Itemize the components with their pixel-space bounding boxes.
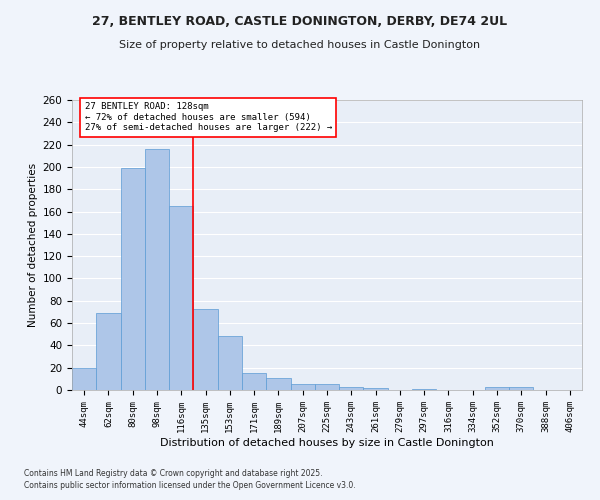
Bar (193, 308, 218, 390)
Bar (266, 378, 290, 390)
Bar (485, 386, 509, 390)
Bar (509, 386, 533, 390)
Text: 27, BENTLEY ROAD, CASTLE DONINGTON, DERBY, DE74 2UL: 27, BENTLEY ROAD, CASTLE DONINGTON, DERB… (92, 15, 508, 28)
Bar (72, 368, 96, 390)
Bar (121, 168, 145, 390)
Y-axis label: Number of detached properties: Number of detached properties (28, 163, 38, 327)
Text: Contains public sector information licensed under the Open Government Licence v3: Contains public sector information licen… (24, 481, 356, 490)
Bar (364, 388, 388, 390)
Bar (339, 386, 364, 390)
Text: 27 BENTLEY ROAD: 128sqm
← 72% of detached houses are smaller (594)
27% of semi-d: 27 BENTLEY ROAD: 128sqm ← 72% of detache… (85, 102, 332, 132)
Bar (218, 336, 242, 390)
Bar (145, 149, 169, 390)
Text: Size of property relative to detached houses in Castle Donington: Size of property relative to detached ho… (119, 40, 481, 50)
Text: Contains HM Land Registry data © Crown copyright and database right 2025.: Contains HM Land Registry data © Crown c… (24, 468, 323, 477)
Bar (242, 374, 266, 390)
X-axis label: Distribution of detached houses by size in Castle Donington: Distribution of detached houses by size … (160, 438, 494, 448)
Bar (315, 384, 339, 390)
Bar (290, 384, 315, 390)
Bar (412, 389, 436, 390)
Bar (96, 313, 121, 390)
Bar (169, 206, 193, 390)
